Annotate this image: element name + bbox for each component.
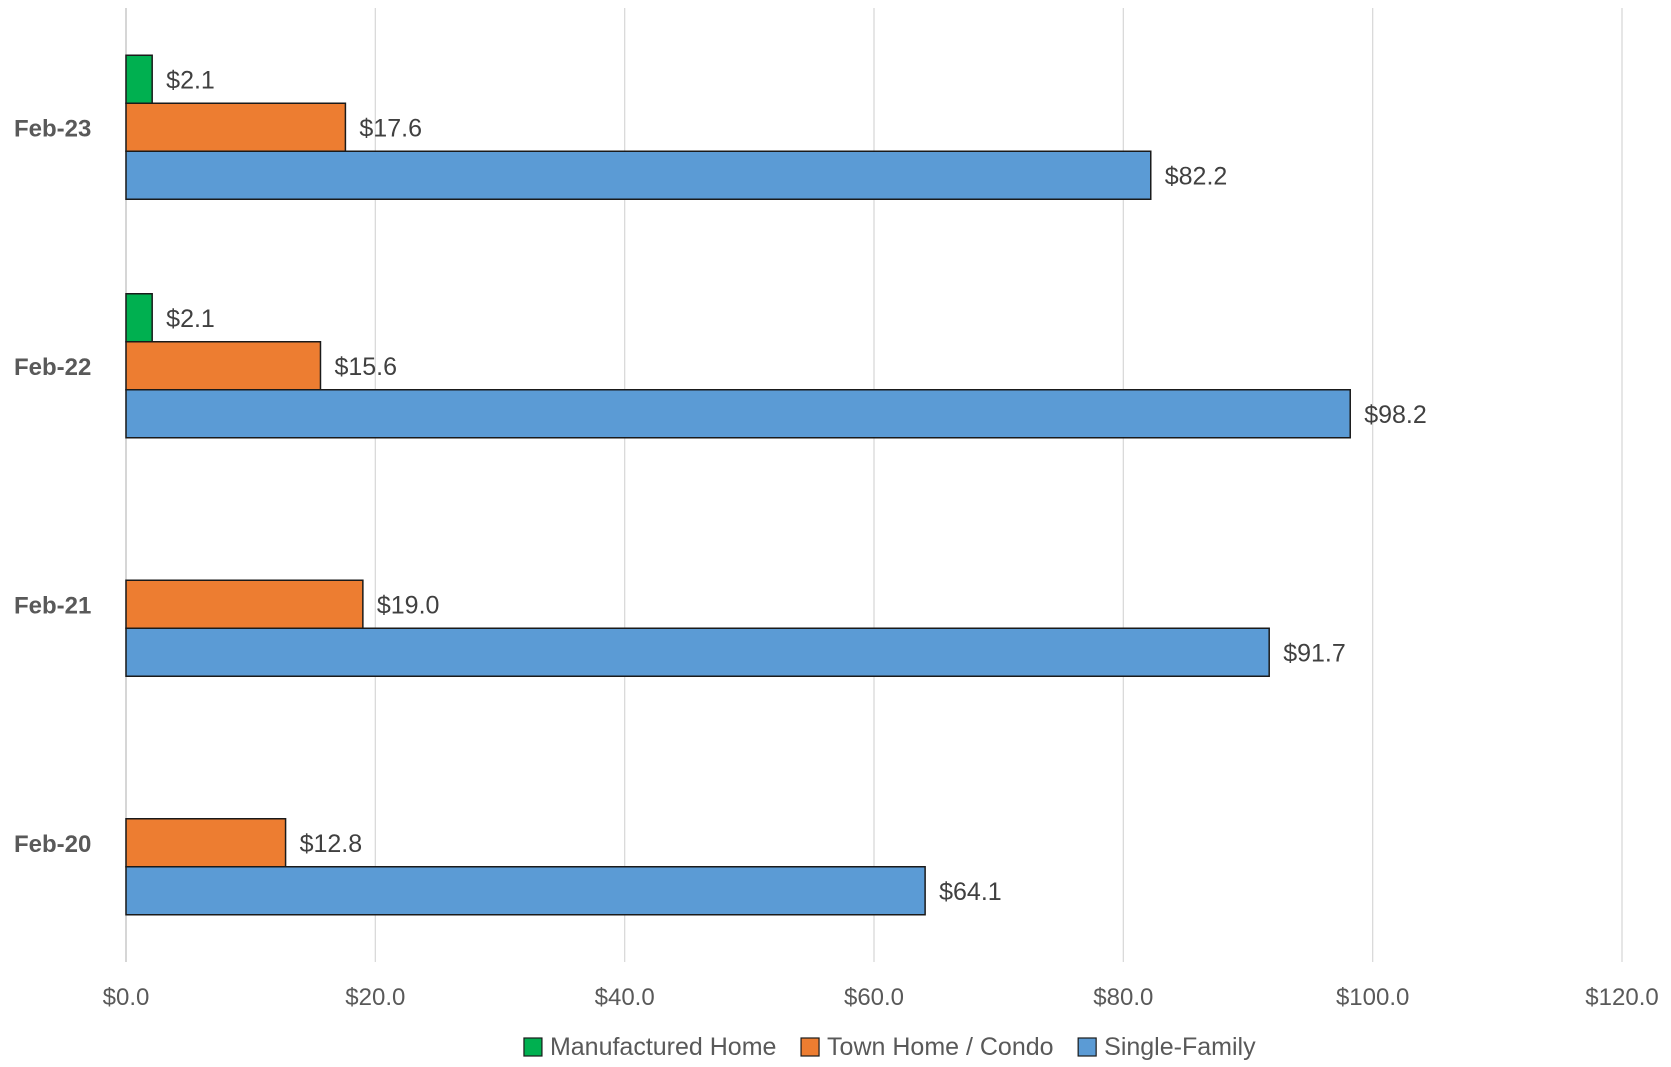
bar [125,150,1152,200]
category-label: Feb-22 [14,354,91,381]
x-axis: $0.0 $20.0 $40.0 $60.0 $80.0 $100.0 $120.0 [103,984,1659,1011]
category-label: Feb-20 [14,831,91,858]
data-label: $17.6 [359,114,422,142]
x-tick-label: $0.0 [103,984,150,1011]
x-tick-label: $60.0 [844,984,904,1011]
legend-swatch [1077,1037,1097,1057]
category-label: Feb-21 [14,592,91,619]
data-label: $64.1 [939,878,1002,906]
data-label: $15.6 [334,353,397,381]
category-label: Feb-23 [14,115,91,142]
legend-label: Single-Family [1104,1033,1256,1061]
bar [125,102,347,152]
data-label: $2.1 [166,305,215,333]
data-label: $98.2 [1364,401,1427,429]
bar [125,54,153,104]
x-tick-label: $80.0 [1093,984,1153,1011]
legend-label: Town Home / Condo [827,1033,1054,1061]
data-label: $2.1 [166,66,215,94]
data-label: $12.8 [300,830,363,858]
category-axis: Feb-20 Feb-21 Feb-22 Feb-23 [14,115,91,858]
legend-swatch [800,1037,820,1057]
bar [125,293,153,343]
x-tick-label: $40.0 [595,984,655,1011]
legend: Manufactured Home Town Home / Condo Single… [523,1033,1256,1061]
data-label: $91.7 [1283,639,1346,667]
bar [125,818,287,868]
x-tick-label: $20.0 [345,984,405,1011]
bar [125,389,1351,439]
data-label: $82.2 [1165,162,1228,190]
x-tick-label: $120.0 [1585,984,1658,1011]
bar [125,579,364,629]
bar [125,341,322,391]
legend-swatch [523,1037,543,1057]
bar [125,627,1270,677]
bars [125,54,1351,916]
bar [125,866,926,916]
x-tick-label: $100.0 [1336,984,1409,1011]
data-labels: $12.8 $64.1 $19.0 $91.7 $2.1 $15.6 $98.2 $2.1 $1… [166,66,1427,906]
legend-label: Manufactured Home [550,1033,777,1061]
data-label: $19.0 [377,591,440,619]
